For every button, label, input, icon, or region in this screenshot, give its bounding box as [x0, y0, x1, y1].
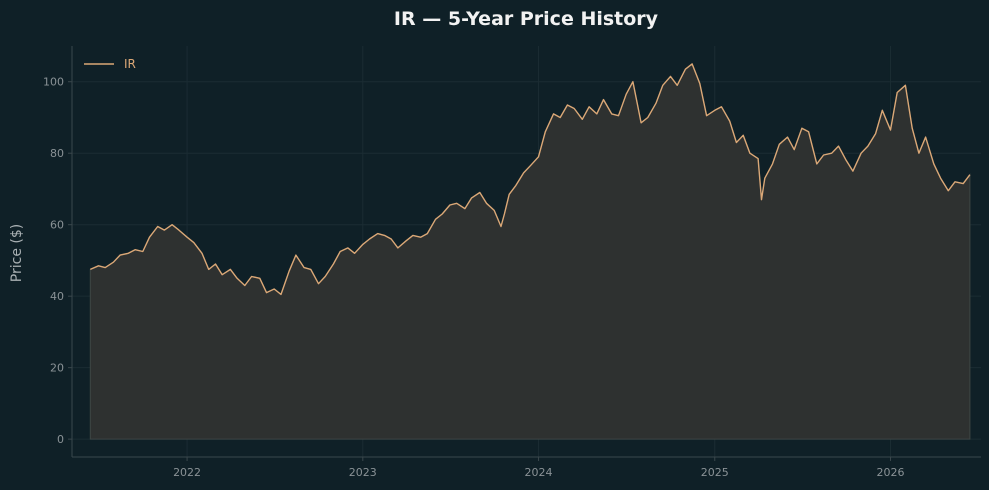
x-tick-label: 2023 — [349, 466, 377, 479]
x-tick-label: 2025 — [701, 466, 729, 479]
y-tick-label: 60 — [50, 219, 64, 232]
axes — [71, 46, 981, 458]
price-area-fill — [89, 63, 971, 440]
y-ticks: 0 20 40 60 80 100 — [43, 76, 72, 446]
legend-label: IR — [124, 57, 136, 71]
y-tick-label: 100 — [43, 76, 64, 89]
y-tick-label: 80 — [50, 147, 64, 160]
y-tick-label: 20 — [50, 362, 64, 375]
chart-title: IR — 5-Year Price History — [394, 8, 659, 30]
x-tick-label: 2026 — [876, 466, 904, 479]
legend: IR — [84, 57, 136, 71]
y-tick-label: 40 — [50, 290, 64, 303]
x-tick-label: 2024 — [525, 466, 553, 479]
price-line-layer — [90, 63, 971, 296]
x-ticks: 2022 2023 2024 2025 2026 — [173, 457, 904, 479]
price-line — [90, 63, 971, 296]
y-tick-label: 0 — [57, 433, 64, 446]
y-axis-label: Price ($) — [9, 224, 25, 282]
x-tick-label: 2022 — [173, 466, 201, 479]
area-fill-layer — [89, 63, 971, 440]
